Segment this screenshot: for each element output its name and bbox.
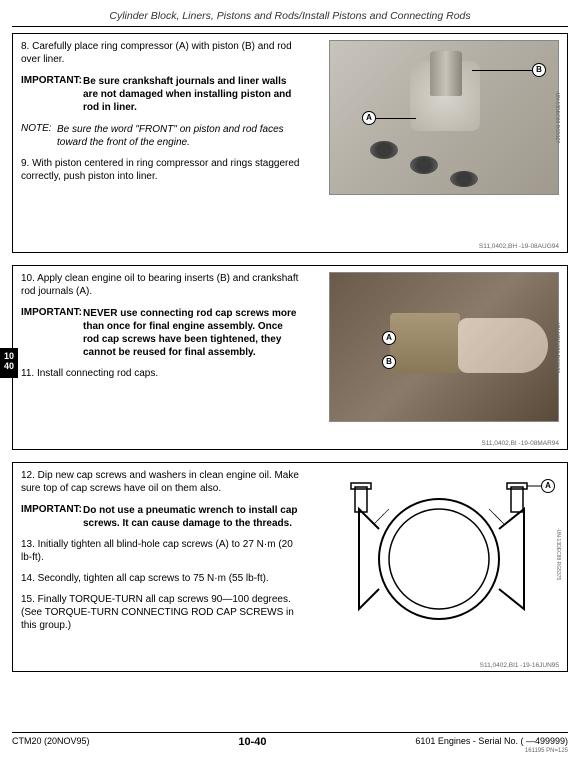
callout-line	[472, 70, 532, 71]
footer-left: CTM20 (20NOV95)	[12, 736, 90, 748]
callout-a: A	[382, 331, 396, 345]
section3-text: 12. Dip new cap screws and washers in cl…	[21, 469, 301, 640]
important-text: NEVER use connecting rod cap screws more…	[83, 307, 301, 359]
section-step-10-11: 10. Apply clean engine oil to bearing in…	[12, 265, 568, 450]
section2-text: 10. Apply clean engine oil to bearing in…	[21, 272, 301, 388]
drawing-side-caption: -UN-13DEC88 RG5375	[551, 479, 561, 629]
page-footer: CTM20 (20NOV95) 10-40 6101 Engines - Ser…	[12, 732, 568, 754]
photo1-piston	[430, 51, 462, 96]
footer-sub: 161195 PN=125	[12, 748, 568, 754]
section1-footer-ref: S11,0402,BH -19-08AUG94	[479, 241, 559, 250]
important-block-2: IMPORTANT: NEVER use connecting rod cap …	[21, 306, 301, 359]
important-label: IMPORTANT:	[21, 504, 82, 515]
footer-row: CTM20 (20NOV95) 10-40 6101 Engines - Ser…	[12, 736, 568, 748]
callout-b: B	[532, 63, 546, 77]
step-10: 10. Apply clean engine oil to bearing in…	[21, 272, 301, 298]
important-label: IMPORTANT:	[21, 307, 82, 318]
photo1-hole	[450, 171, 478, 187]
footer-rule	[12, 732, 568, 733]
photo-ring-compressor: A B -UN-13DEC88 RG5127	[329, 40, 559, 195]
important-block-3: IMPORTANT: Do not use a pneumatic wrench…	[21, 503, 301, 530]
important-text: Be sure crankshaft journals and liner wa…	[83, 75, 301, 114]
important-label: IMPORTANT:	[21, 75, 82, 86]
step-13: 13. Initially tighten all blind-hole cap…	[21, 538, 301, 564]
important-text: Do not use a pneumatic wrench to install…	[83, 504, 301, 530]
callout-a: A	[362, 111, 376, 125]
photo-bearing-inserts: A B -UN-13DEC88 RG3629	[329, 272, 559, 422]
drawing-rod-cap: A -UN-13DEC88 RG5375	[329, 469, 559, 639]
footer-right: 6101 Engines - Serial No. ( —499999)	[415, 736, 568, 748]
step-14: 14. Secondly, tighten all cap screws to …	[21, 572, 301, 585]
photo1-hole	[370, 141, 398, 159]
step-12: 12. Dip new cap screws and washers in cl…	[21, 469, 301, 495]
section2-footer-ref: S11,0402,BI -19-08MAR94	[481, 438, 559, 447]
page-header-title: Cylinder Block, Liners, Pistons and Rods…	[12, 10, 568, 22]
photo1-hole	[410, 156, 438, 174]
section3-footer-ref: S11,0402,BI1 -19-16JUN95	[480, 660, 559, 669]
photo-side-caption: -UN-13DEC88 RG3629	[550, 283, 560, 411]
header-rule	[12, 26, 568, 27]
page: Cylinder Block, Liners, Pistons and Rods…	[0, 0, 580, 672]
footer-center: 10-40	[238, 736, 266, 748]
section3-image-col: A -UN-13DEC88 RG5375	[329, 469, 559, 639]
step-11: 11. Install connecting rod caps.	[21, 367, 301, 380]
photo-side-caption: -UN-13DEC88 RG5127	[550, 51, 560, 184]
callout-line	[376, 118, 416, 119]
section2-image-col: A B -UN-13DEC88 RG3629	[329, 272, 559, 422]
callout-b: B	[382, 355, 396, 369]
rod-cap-svg	[329, 469, 559, 639]
section1-text: 8. Carefully place ring compressor (A) w…	[21, 40, 301, 191]
section1-image-col: A B -UN-13DEC88 RG5127	[329, 40, 559, 195]
photo2-hand	[458, 318, 548, 373]
note-block-1: NOTE: Be sure the word "FRONT" on piston…	[21, 122, 301, 149]
note-label: NOTE:	[21, 123, 52, 134]
photo2-rod	[390, 313, 460, 373]
section-step-8-9: 8. Carefully place ring compressor (A) w…	[12, 33, 568, 253]
tab-line2: 40	[0, 362, 18, 372]
step-15: 15. Finally TORQUE-TURN all cap screws 9…	[21, 593, 301, 632]
page-tab: 10 40	[0, 348, 18, 378]
important-block-1: IMPORTANT: Be sure crankshaft journals a…	[21, 74, 301, 114]
step-8: 8. Carefully place ring compressor (A) w…	[21, 40, 301, 66]
step-9: 9. With piston centered in ring compress…	[21, 157, 301, 183]
section-step-12-15: 12. Dip new cap screws and washers in cl…	[12, 462, 568, 672]
note-text: Be sure the word "FRONT" on piston and r…	[57, 123, 301, 149]
